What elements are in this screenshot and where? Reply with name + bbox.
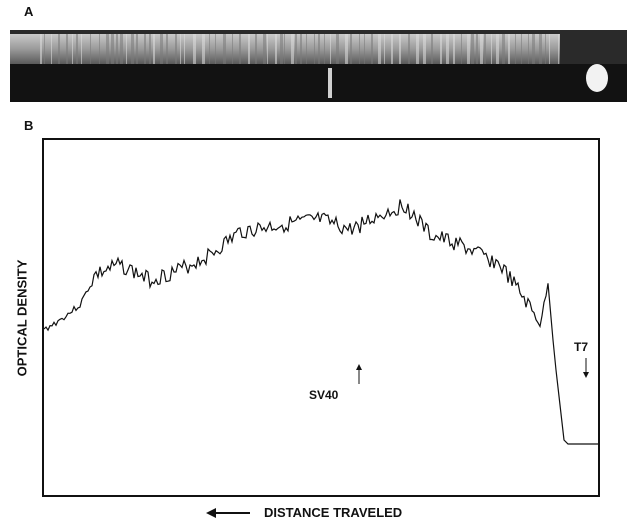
gel-bands	[40, 34, 559, 64]
gel-photo	[10, 30, 627, 102]
densitometer-plot-frame	[42, 138, 600, 497]
left-arrow-icon	[206, 507, 250, 518]
gel-lane-lower	[10, 64, 627, 102]
panel-label-a: A	[24, 4, 34, 19]
sv40-marker-label: SV40	[309, 388, 339, 402]
t7-arrowhead-icon	[583, 372, 589, 378]
x-axis-label-group: DISTANCE TRAVELED	[206, 505, 402, 520]
t7-marker-label: T7	[574, 340, 589, 354]
gel-bright-spot	[328, 68, 332, 98]
x-axis-label: DISTANCE TRAVELED	[264, 505, 403, 520]
optical-density-trace	[43, 199, 598, 445]
sv40-arrowhead-icon	[356, 364, 362, 370]
y-axis-label: OPTICAL DENSITY	[14, 259, 30, 377]
panel-label-b: B	[24, 118, 34, 133]
gel-sample-spot	[586, 64, 608, 92]
